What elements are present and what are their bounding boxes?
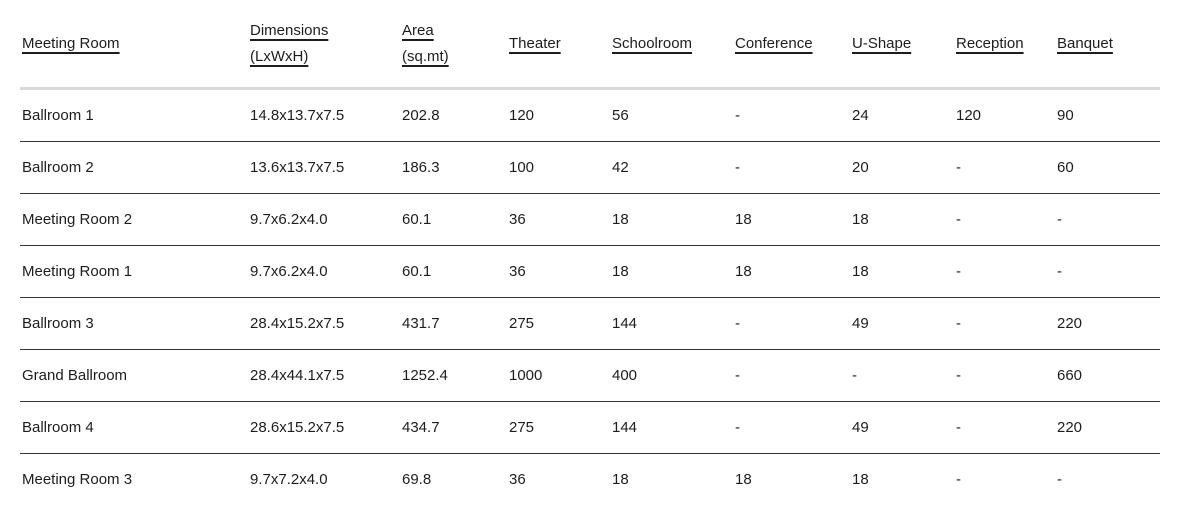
cell-banquet: -: [1055, 193, 1160, 246]
column-header-reception[interactable]: Reception: [954, 0, 1055, 90]
cell-banquet: 90: [1055, 88, 1160, 142]
cell-u-shape: 18: [850, 193, 954, 246]
cell-u-shape: 49: [850, 401, 954, 454]
cell-schoolroom: 18: [612, 471, 629, 488]
cell-schoolroom: 144: [610, 401, 733, 454]
cell-schoolroom: 400: [610, 349, 733, 402]
meeting-rooms-table: Meeting Room Dimensions (LxWxH) Area (sq…: [20, 0, 1160, 505]
cell-dimensions: 13.6x13.7x7.5: [248, 141, 400, 194]
cell-reception: -: [954, 401, 1055, 454]
cell-theater: 120: [507, 88, 610, 142]
cell-banquet: 220: [1055, 401, 1160, 454]
cell-area: 60.1: [400, 193, 507, 246]
cell-banquet: 220: [1055, 297, 1160, 350]
cell-reception: -: [954, 349, 1055, 402]
cell-conference: -: [733, 401, 850, 454]
cell-area: 434.7: [400, 401, 507, 454]
cell-schoolroom: 144: [610, 297, 733, 350]
cell-schoolroom: 18: [610, 245, 733, 298]
cell-room-name: Ballroom 1: [20, 88, 248, 142]
cell-theater: 1000: [507, 349, 610, 402]
cell-conference: 18: [733, 193, 850, 246]
cell-area: 202.8: [400, 88, 507, 142]
cell-u-shape: 18: [850, 245, 954, 298]
cell-schoolroom: 18: [610, 193, 733, 246]
cell-reception: -: [954, 141, 1055, 194]
column-header-dimensions[interactable]: Dimensions (LxWxH): [248, 0, 400, 90]
cell-room-name: Meeting Room 1: [20, 245, 248, 298]
cell-room-name: Ballroom 3: [20, 297, 248, 350]
cell-theater: 100: [507, 141, 610, 194]
table-row: Ballroom 2 13.6x13.7x7.5 186.3 100 42 - …: [20, 141, 1160, 194]
cell-u-shape: 18: [852, 471, 869, 488]
cell-conference: 18: [735, 471, 752, 488]
cell-room-name: Meeting Room 3: [22, 471, 133, 488]
cell-u-shape: -: [850, 349, 954, 402]
column-header-area[interactable]: Area (sq.mt): [400, 0, 507, 90]
cell-area: 1252.4: [400, 349, 507, 402]
cell-dimensions: 28.6x15.2x7.5: [248, 401, 400, 454]
cell-banquet: 60: [1055, 141, 1160, 194]
cell-dimensions: 9.7x6.2x4.0: [248, 245, 400, 298]
cell-dimensions: 28.4x15.2x7.5: [248, 297, 400, 350]
cell-theater: 36: [509, 471, 526, 488]
table-row: Ballroom 3 28.4x15.2x7.5 431.7 275 144 -…: [20, 297, 1160, 350]
cell-theater: 275: [507, 297, 610, 350]
header-row: Meeting Room Dimensions (LxWxH) Area (sq…: [20, 0, 1160, 90]
cell-room-name: Ballroom 2: [20, 141, 248, 194]
cell-reception: -: [954, 297, 1055, 350]
cell-area: 69.8: [402, 471, 432, 488]
column-header-u-shape[interactable]: U-Shape: [850, 0, 954, 90]
cell-theater: 36: [507, 245, 610, 298]
cell-room-name: Grand Ballroom: [20, 349, 248, 402]
cell-area: 431.7: [400, 297, 507, 350]
table-row: Meeting Room 3 9.7x7.2x4.0 69.8 36 18 18…: [20, 454, 1160, 506]
cell-reception: 120: [954, 88, 1055, 142]
cell-dimensions: 9.7x7.2x4.0: [250, 471, 328, 488]
cell-conference: 18: [733, 245, 850, 298]
cell-area: 186.3: [400, 141, 507, 194]
cell-banquet: -: [1055, 245, 1160, 298]
column-header-meeting-room[interactable]: Meeting Room: [20, 0, 248, 90]
cell-theater: 275: [507, 401, 610, 454]
cell-conference: -: [733, 349, 850, 402]
cell-room-name: Meeting Room 2: [20, 193, 248, 246]
table-row: Meeting Room 1 9.7x6.2x4.0 60.1 36 18 18…: [20, 245, 1160, 298]
cell-reception: -: [954, 193, 1055, 246]
table-row: Ballroom 4 28.6x15.2x7.5 434.7 275 144 -…: [20, 401, 1160, 454]
cell-banquet: 660: [1055, 349, 1160, 402]
cell-schoolroom: 56: [610, 88, 733, 142]
cell-u-shape: 49: [850, 297, 954, 350]
column-header-conference[interactable]: Conference: [733, 0, 850, 90]
cell-u-shape: 24: [850, 88, 954, 142]
table-row: Ballroom 1 14.8x13.7x7.5 202.8 120 56 - …: [20, 88, 1160, 142]
table-row: Meeting Room 2 9.7x6.2x4.0 60.1 36 18 18…: [20, 193, 1160, 246]
table-row: Grand Ballroom 28.4x44.1x7.5 1252.4 1000…: [20, 349, 1160, 402]
cell-dimensions: 28.4x44.1x7.5: [248, 349, 400, 402]
cell-reception: -: [956, 471, 961, 488]
cell-conference: -: [733, 297, 850, 350]
cell-conference: -: [733, 141, 850, 194]
cell-u-shape: 20: [850, 141, 954, 194]
cell-dimensions: 14.8x13.7x7.5: [248, 88, 400, 142]
cell-dimensions: 9.7x6.2x4.0: [248, 193, 400, 246]
column-header-banquet[interactable]: Banquet: [1055, 0, 1160, 90]
column-header-schoolroom[interactable]: Schoolroom: [610, 0, 733, 90]
cell-theater: 36: [507, 193, 610, 246]
cell-banquet: -: [1057, 471, 1062, 488]
cell-reception: -: [954, 245, 1055, 298]
cell-area: 60.1: [400, 245, 507, 298]
column-header-theater[interactable]: Theater: [507, 0, 610, 90]
cell-conference: -: [733, 88, 850, 142]
cell-schoolroom: 42: [610, 141, 733, 194]
cell-room-name: Ballroom 4: [20, 401, 248, 454]
